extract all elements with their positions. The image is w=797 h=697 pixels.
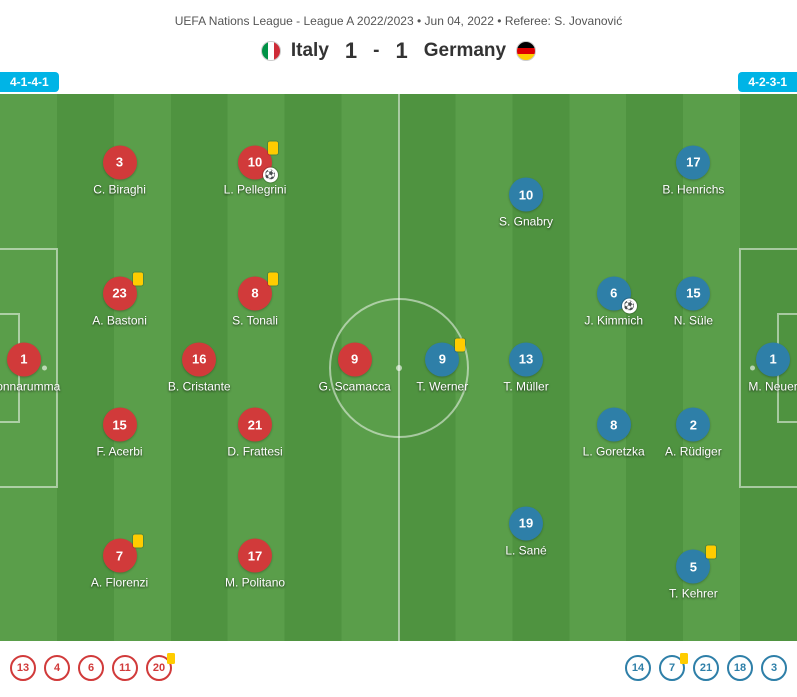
player-jersey: 2 [676, 408, 710, 442]
sub-chip[interactable]: 14 [625, 655, 651, 681]
player-jersey: 17 [676, 145, 710, 179]
italy-crest-icon [261, 41, 281, 61]
player-name: Donnarumma [0, 379, 79, 393]
yellow-card-icon [268, 272, 278, 285]
player-name: M. Neuer [718, 379, 797, 393]
away-team-name: Germany [424, 40, 506, 62]
yellow-card-icon [680, 653, 688, 664]
match-date: Jun 04, 2022 [425, 14, 494, 28]
player-marker[interactable]: 3 C. Biraghi [65, 145, 175, 196]
player-jersey: 10 [509, 178, 543, 212]
player-jersey: 1 [7, 342, 41, 376]
player-marker[interactable]: 9 T. Werner [387, 342, 497, 393]
player-name: T. Werner [387, 379, 497, 393]
player-name: B. Cristante [144, 379, 254, 393]
player-jersey: 1 [756, 342, 790, 376]
home-subs: 13 46 11 20 [10, 655, 172, 681]
player-jersey: 13 [509, 342, 543, 376]
player-jersey: 5 [676, 550, 710, 584]
match-meta: UEFA Nations League - League A 2022/2023… [0, 14, 797, 28]
sub-chip[interactable]: 21 [693, 655, 719, 681]
player-marker[interactable]: 8 S. Tonali [200, 276, 310, 327]
player-marker[interactable]: 10 S. Gnabry [471, 178, 581, 229]
player-marker[interactable]: 5 T. Kehrer [638, 550, 748, 601]
home-team-name: Italy [291, 40, 329, 62]
player-name: F. Acerbi [65, 445, 175, 459]
player-name: M. Politano [200, 576, 310, 590]
player-name: D. Frattesi [200, 445, 310, 459]
home-formation: 4-1-4-1 [0, 72, 59, 92]
player-jersey: 3 [103, 145, 137, 179]
player-jersey: 8 [597, 408, 631, 442]
player-jersey: 9 [425, 342, 459, 376]
germany-crest-icon [516, 41, 536, 61]
player-name: C. Biraghi [65, 182, 175, 196]
formation-bar: 4-1-4-1 4-2-3-1 [0, 72, 797, 94]
player-jersey: 6⚽ [597, 276, 631, 310]
player-marker[interactable]: 16 B. Cristante [144, 342, 254, 393]
player-name: B. Henrichs [638, 182, 748, 196]
sub-chip[interactable]: 4 [44, 655, 70, 681]
sub-chip[interactable]: 18 [727, 655, 753, 681]
goal-icon: ⚽ [263, 167, 278, 182]
player-marker[interactable]: 7 A. Florenzi [65, 539, 175, 590]
referee-label: Referee: [505, 14, 551, 28]
scoreline: Italy 1 - 1 Germany [0, 38, 797, 64]
player-name: T. Kehrer [638, 587, 748, 601]
player-jersey: 10⚽ [238, 145, 272, 179]
pitch: 1Donnarumma3C. Biraghi23A. Bastoni15F. A… [0, 94, 797, 641]
player-marker[interactable]: 8 L. Goretzka [559, 408, 669, 459]
away-score: 1 [395, 38, 407, 64]
home-score: 1 [345, 38, 357, 64]
player-marker[interactable]: 6⚽ J. Kimmich [559, 276, 669, 327]
player-marker[interactable]: 1 M. Neuer [718, 342, 797, 393]
sub-chip[interactable]: 11 [112, 655, 138, 681]
player-jersey: 7 [103, 539, 137, 573]
yellow-card-icon [133, 535, 143, 548]
player-name: A. Bastoni [65, 313, 175, 327]
player-marker[interactable]: 19 L. Sané [471, 506, 581, 557]
player-jersey: 23 [103, 276, 137, 310]
player-jersey: 17 [238, 539, 272, 573]
player-marker[interactable]: 23 A. Bastoni [65, 276, 175, 327]
player-marker[interactable]: 15 F. Acerbi [65, 408, 175, 459]
player-name: L. Goretzka [559, 445, 669, 459]
sub-chip[interactable]: 3 [761, 655, 787, 681]
player-name: S. Gnabry [471, 215, 581, 229]
player-name: L. Sané [471, 543, 581, 557]
away-subs: 14 7 21 18 3 [625, 655, 787, 681]
player-jersey: 19 [509, 506, 543, 540]
yellow-card-icon [167, 653, 175, 664]
player-marker[interactable]: 1 Donnarumma [0, 342, 79, 393]
player-jersey: 15 [103, 408, 137, 442]
competition-text: UEFA Nations League - League A 2022/2023 [175, 14, 414, 28]
away-formation: 4-2-3-1 [738, 72, 797, 92]
player-name: J. Kimmich [559, 313, 669, 327]
player-marker[interactable]: 21 D. Frattesi [200, 408, 310, 459]
player-marker[interactable]: 10⚽ L. Pellegrini [200, 145, 310, 196]
player-name: L. Pellegrini [200, 182, 310, 196]
player-jersey: 16 [182, 342, 216, 376]
player-jersey: 8 [238, 276, 272, 310]
sub-chip[interactable]: 7 [659, 655, 685, 681]
subs-row: 13 46 11 20 14 7 21 18 3 [0, 641, 797, 697]
match-header: UEFA Nations League - League A 2022/2023… [0, 0, 797, 72]
sub-chip[interactable]: 20 [146, 655, 172, 681]
player-marker[interactable]: 17 M. Politano [200, 539, 310, 590]
yellow-card-icon [455, 338, 465, 351]
yellow-card-icon [706, 546, 716, 559]
referee-name: S. Jovanović [554, 14, 622, 28]
player-jersey: 15 [676, 276, 710, 310]
player-jersey: 21 [238, 408, 272, 442]
sub-chip[interactable]: 6 [78, 655, 104, 681]
player-name: A. Florenzi [65, 576, 175, 590]
player-name: S. Tonali [200, 313, 310, 327]
yellow-card-icon [133, 272, 143, 285]
sub-chip[interactable]: 13 [10, 655, 36, 681]
player-jersey: 9 [338, 342, 372, 376]
goal-icon: ⚽ [622, 298, 637, 313]
yellow-card-icon [268, 141, 278, 154]
player-marker[interactable]: 17 B. Henrichs [638, 145, 748, 196]
